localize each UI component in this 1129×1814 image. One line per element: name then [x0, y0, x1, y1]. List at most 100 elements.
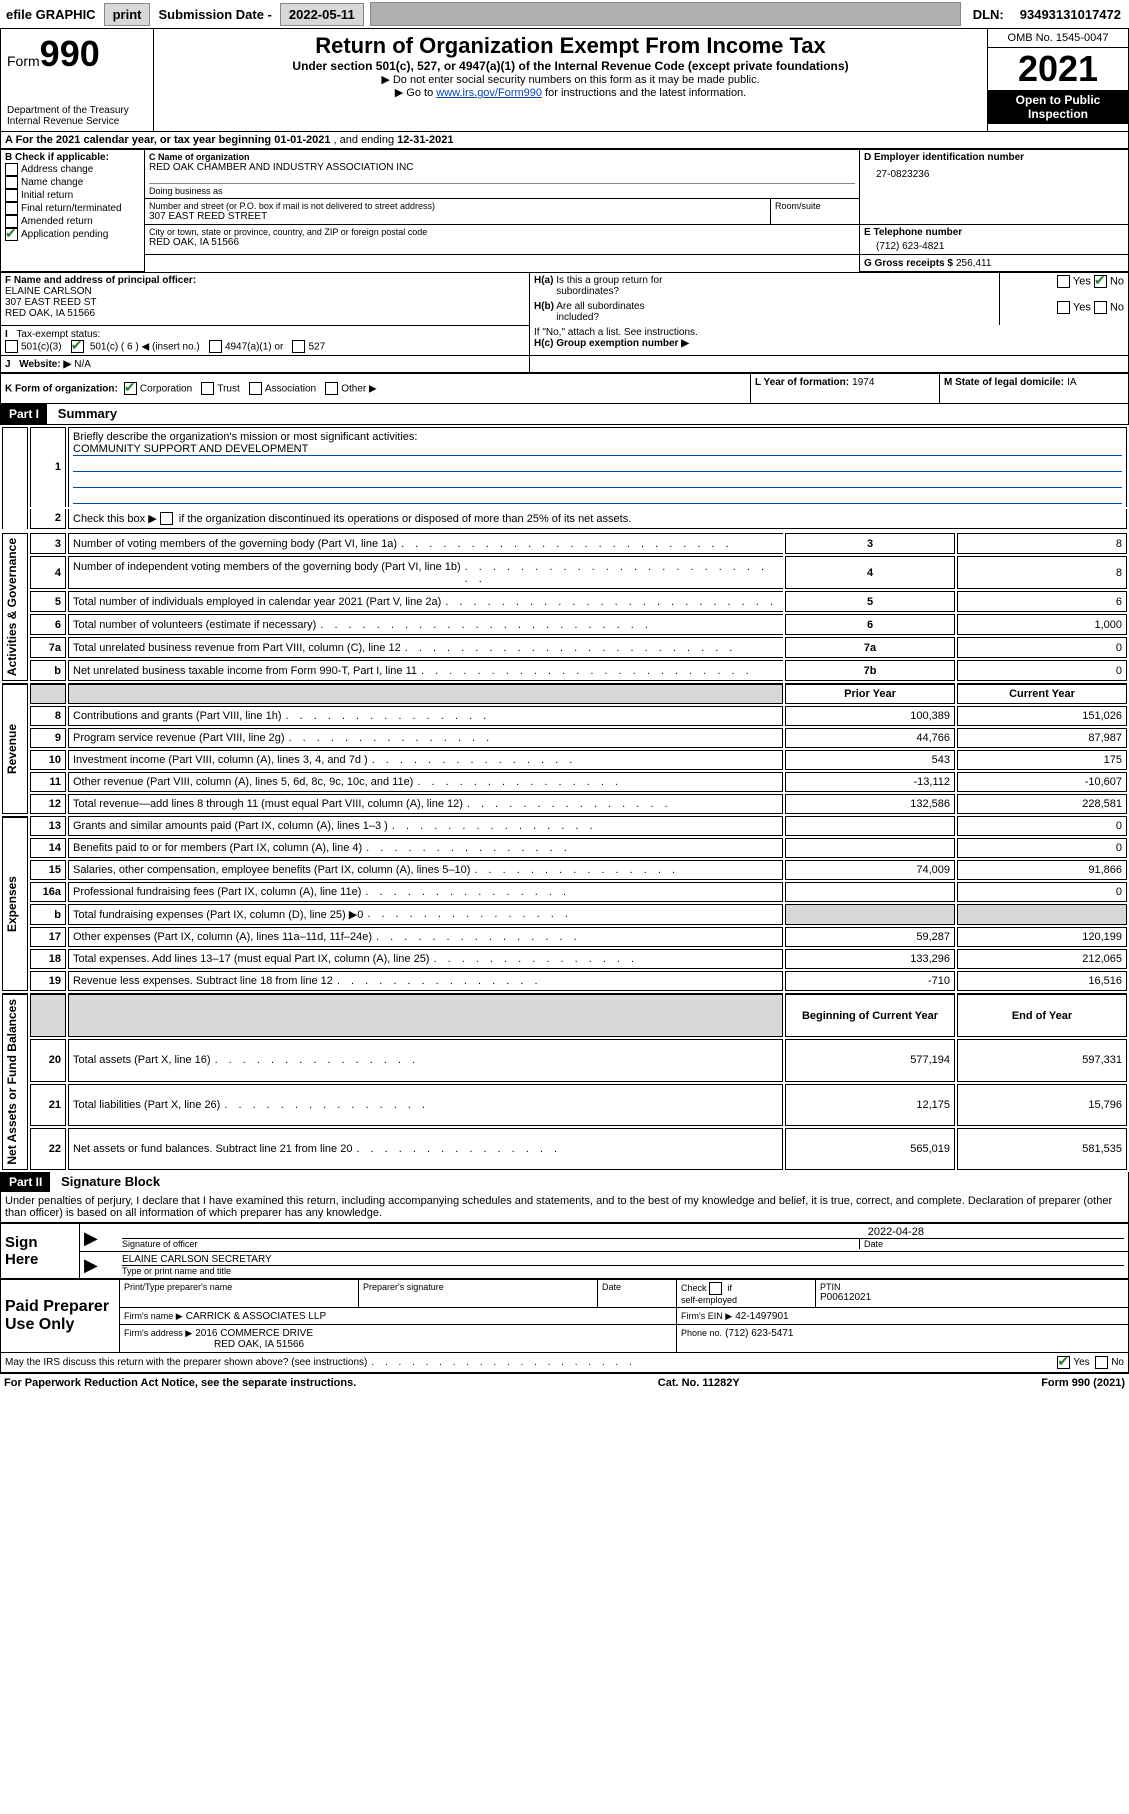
line-label: Total fundraising expenses (Part IX, col… — [68, 904, 783, 925]
firm-ein-value: 42-1497901 — [735, 1311, 788, 1322]
hb-no-checkbox[interactable] — [1094, 301, 1107, 314]
cell: 0 — [957, 637, 1127, 658]
ha-no-checkbox[interactable] — [1094, 275, 1107, 288]
4947-label: 4947(a)(1) or — [225, 341, 283, 352]
may-irs-yes-checkbox[interactable] — [1057, 1356, 1070, 1369]
cell: 18 — [30, 949, 66, 969]
final-return-label: Final return/terminated — [21, 203, 122, 214]
topbar: efile GRAPHIC print Submission Date - 20… — [0, 0, 1129, 28]
cell: 0 — [957, 838, 1127, 858]
cell: 175 — [957, 750, 1127, 770]
cell: 565,019 — [785, 1128, 955, 1170]
line-label: Benefits paid to or for members (Part IX… — [68, 838, 783, 858]
may-irs-no-checkbox[interactable] — [1095, 1356, 1108, 1369]
cell: 0 — [957, 882, 1127, 902]
cell: 17 — [30, 927, 66, 947]
501c-label: 501(c) ( 6 ) ◀ (insert no.) — [90, 341, 200, 352]
ha-yes-checkbox[interactable] — [1057, 275, 1070, 288]
corp-checkbox[interactable] — [124, 382, 137, 395]
cell: 6 — [30, 614, 66, 635]
address-change-checkbox[interactable] — [5, 163, 18, 176]
cell: 87,987 — [957, 728, 1127, 748]
final-return-checkbox[interactable] — [5, 202, 18, 215]
org-name: RED OAK CHAMBER AND INDUSTRY ASSOCIATION… — [149, 162, 855, 173]
cell: 4 — [785, 556, 955, 589]
self-employed-checkbox[interactable] — [709, 1282, 722, 1295]
corp-label: Corporation — [140, 383, 192, 394]
form-label: Form — [7, 53, 40, 69]
officer-addr: 307 EAST REED ST — [5, 297, 525, 308]
part-i-tab: Part I — [1, 404, 47, 424]
line-a-mid: , and ending — [334, 134, 398, 146]
part-i-intro: 1 Briefly describe the organization's mi… — [0, 425, 1129, 532]
cell: 8 — [30, 706, 66, 726]
501c3-checkbox[interactable] — [5, 340, 18, 353]
paid-preparer-table: Paid Preparer Use Only Print/Type prepar… — [0, 1279, 1129, 1353]
cell: 16a — [30, 882, 66, 902]
topbar-spacer — [370, 2, 961, 26]
line1-value: COMMUNITY SUPPORT AND DEVELOPMENT — [73, 443, 1122, 456]
col-current: Current Year — [957, 683, 1127, 704]
cell: 1,000 — [957, 614, 1127, 635]
j-label: Website: ▶ — [19, 359, 71, 370]
part-ii-title: Signature Block — [53, 1174, 160, 1189]
prep-name-label: Print/Type preparer's name — [124, 1282, 354, 1292]
firm-name-value: CARRICK & ASSOCIATES LLP — [186, 1311, 326, 1322]
line-label: Number of voting members of the governin… — [68, 533, 783, 554]
assoc-checkbox[interactable] — [249, 382, 262, 395]
state-domicile: IA — [1067, 377, 1076, 388]
ein-label: D Employer identification number — [864, 152, 1124, 163]
section-b-label: B Check if applicable: — [5, 152, 140, 163]
addr-label: Number and street (or P.O. box if mail i… — [149, 201, 766, 211]
officer-name: ELAINE CARLSON — [5, 286, 525, 297]
527-checkbox[interactable] — [292, 340, 305, 353]
other-label: Other ▶ — [341, 383, 376, 394]
cell: 15 — [30, 860, 66, 880]
cell: 7a — [30, 637, 66, 658]
print-button[interactable]: print — [104, 3, 151, 26]
line-label: Total expenses. Add lines 13–17 (must eq… — [68, 949, 783, 969]
cell: 581,535 — [957, 1128, 1127, 1170]
cell: 212,065 — [957, 949, 1127, 969]
4947-checkbox[interactable] — [209, 340, 222, 353]
cell: 100,389 — [785, 706, 955, 726]
cell — [957, 904, 1127, 925]
cell: 16,516 — [957, 971, 1127, 991]
form-subtitle-1: Under section 501(c), 527, or 4947(a)(1)… — [162, 59, 979, 73]
line-label: Other expenses (Part IX, column (A), lin… — [68, 927, 783, 947]
line-label: Total number of volunteers (estimate if … — [68, 614, 783, 635]
line2-checkbox[interactable] — [160, 512, 173, 525]
other-checkbox[interactable] — [325, 382, 338, 395]
cell: 5 — [30, 591, 66, 612]
cell: 0 — [957, 816, 1127, 836]
cell: 132,586 — [785, 794, 955, 814]
501c-checkbox[interactable] — [71, 340, 84, 353]
trust-checkbox[interactable] — [201, 382, 214, 395]
dln-label: DLN: — [967, 7, 1010, 22]
col-begin: Beginning of Current Year — [785, 993, 955, 1037]
app-pending-checkbox[interactable] — [5, 228, 18, 241]
assoc-label: Association — [265, 383, 316, 394]
line-label: Number of independent voting members of … — [68, 556, 783, 589]
form990-link[interactable]: www.irs.gov/Form990 — [436, 87, 542, 99]
line-label: Program service revenue (Part VIII, line… — [68, 728, 783, 748]
cell: 0 — [957, 660, 1127, 681]
firm-phone-label: Phone no. — [681, 1328, 722, 1338]
line-label: Total unrelated business revenue from Pa… — [68, 637, 783, 658]
cell: 6 — [785, 614, 955, 635]
firm-addr2-value: RED OAK, IA 51566 — [124, 1339, 672, 1350]
initial-return-checkbox[interactable] — [5, 189, 18, 202]
sig-date-value: 2022-04-28 — [122, 1226, 1124, 1238]
cell: 577,194 — [785, 1039, 955, 1081]
cell — [785, 838, 955, 858]
omb-number: OMB No. 1545-0047 — [988, 29, 1128, 48]
entity-info-table: B Check if applicable: Address change Na… — [0, 149, 1129, 272]
cell: 12,175 — [785, 1084, 955, 1126]
form-header-table: Form990 Department of the Treasury Inter… — [0, 28, 1129, 132]
section-ag-label2: Activities & Governance — [3, 534, 21, 680]
firm-addr-label: Firm's address ▶ — [124, 1328, 192, 1338]
ha-yes-label: Yes — [1073, 275, 1091, 287]
name-change-checkbox[interactable] — [5, 176, 18, 189]
hb-yes-checkbox[interactable] — [1057, 301, 1070, 314]
line-label: Salaries, other compensation, employee b… — [68, 860, 783, 880]
